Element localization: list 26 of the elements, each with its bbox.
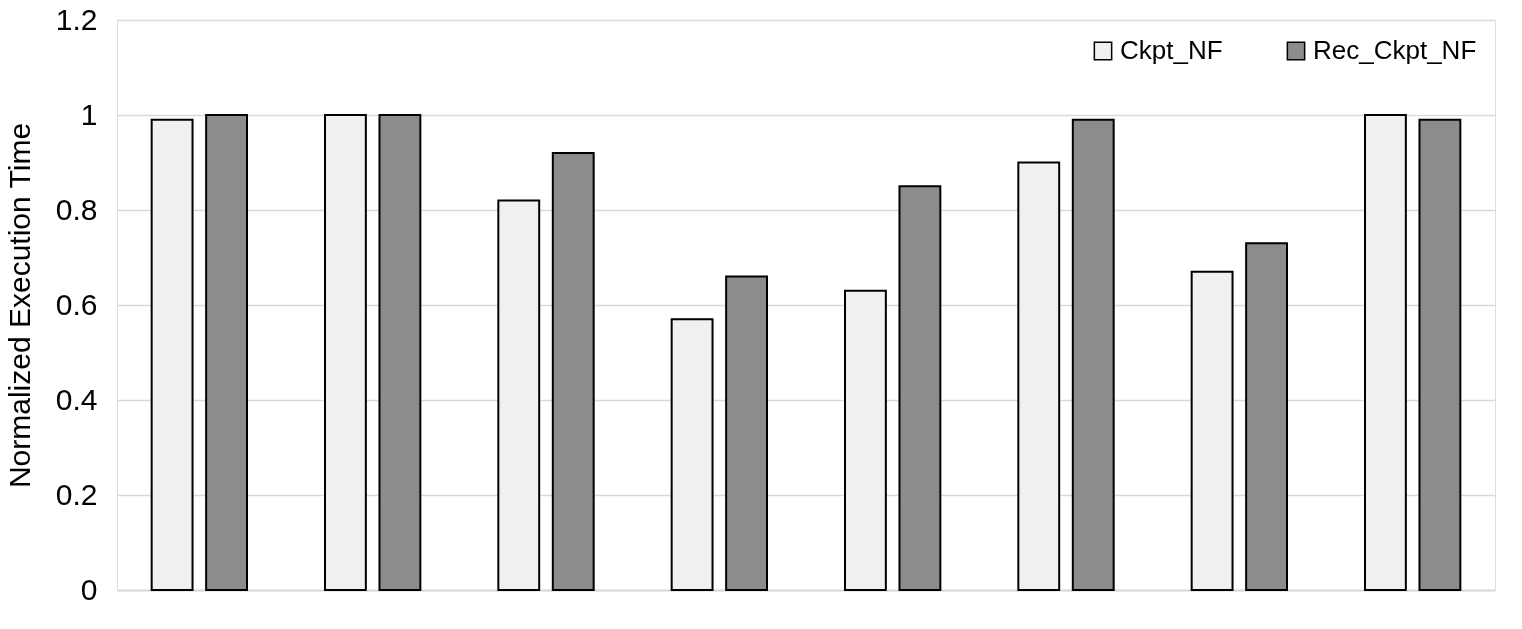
y-tick-label: 0.4 [55,382,98,416]
bar [725,275,768,591]
legend-label: Ckpt_NF [1120,35,1223,65]
legend-label: Rec_Ckpt_NF [1313,35,1477,65]
y-axis-title: Normalized Execution Time [2,122,36,489]
bar [324,114,367,591]
bar [1245,242,1288,591]
y-tick-label: 0.2 [55,477,98,511]
y-tick-label: 1.2 [55,2,98,36]
bar [1190,270,1234,591]
y-tick-label: 1 [80,97,98,131]
y-tick-label: 0.8 [55,192,98,226]
bar [551,152,595,591]
bar [670,318,714,591]
bar [1418,118,1462,591]
bar [844,289,887,591]
bar [150,118,194,591]
bar [378,114,422,591]
bar [1364,114,1407,591]
bar [898,185,942,591]
bar [1071,118,1115,591]
y-tick-label: 0.6 [55,287,98,321]
bar [205,114,248,591]
bar [1017,161,1061,591]
bar [497,199,541,591]
y-tick-label: 0 [80,572,98,606]
